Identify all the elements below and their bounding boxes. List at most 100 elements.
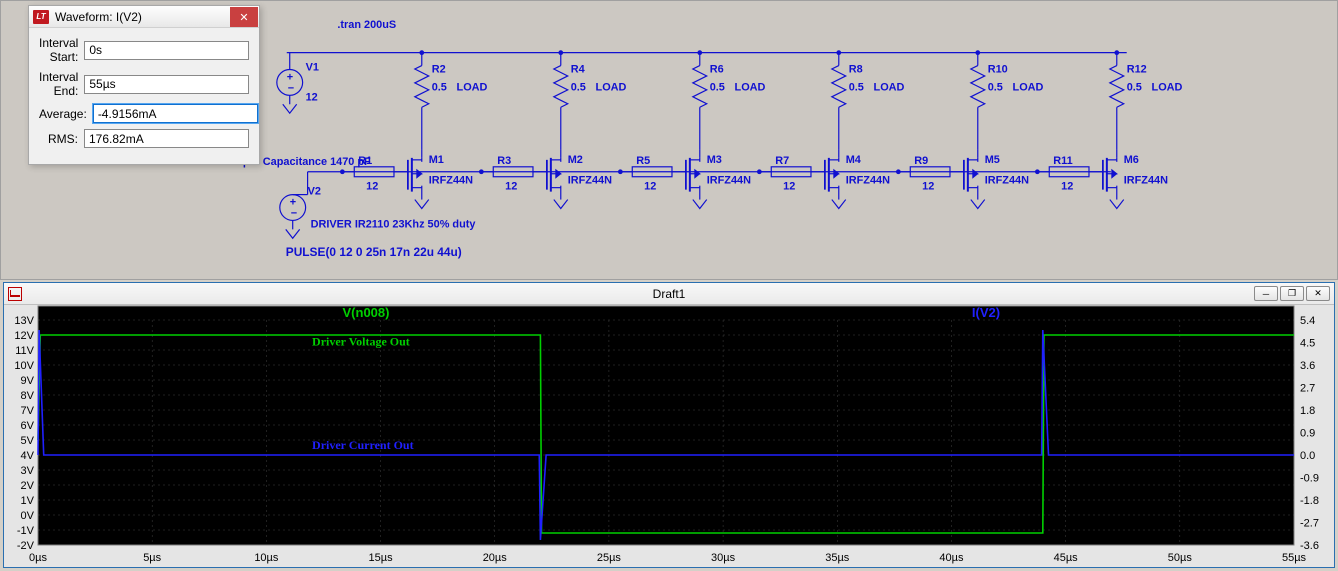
svg-text:LOAD: LOAD bbox=[735, 81, 766, 93]
svg-text:0.5: 0.5 bbox=[1127, 81, 1142, 93]
svg-text:M2: M2 bbox=[568, 154, 583, 166]
svg-text:12: 12 bbox=[366, 181, 378, 193]
close-button[interactable]: ✕ bbox=[1306, 286, 1330, 301]
svg-text:20µs: 20µs bbox=[483, 552, 508, 564]
svg-text:M4: M4 bbox=[846, 154, 861, 166]
svg-text:0V: 0V bbox=[21, 510, 35, 522]
svg-text:30µs: 30µs bbox=[711, 552, 736, 564]
svg-text:13V: 13V bbox=[14, 315, 34, 327]
svg-text:4V: 4V bbox=[21, 450, 35, 462]
svg-text:R8: R8 bbox=[849, 63, 863, 75]
svg-text:IRFZ44N: IRFZ44N bbox=[568, 175, 612, 187]
svg-text:5.4: 5.4 bbox=[1300, 315, 1315, 327]
svg-text:R5: R5 bbox=[636, 155, 650, 167]
svg-text:R11: R11 bbox=[1053, 155, 1072, 167]
dialog-input[interactable] bbox=[84, 41, 249, 60]
dialog-close-button[interactable]: ✕ bbox=[230, 7, 258, 27]
chart-svg[interactable]: 13V12V11V10V9V8V7V6V5V4V3V2V1V0V-1V-2V5.… bbox=[4, 305, 1334, 567]
svg-text:0.5: 0.5 bbox=[710, 81, 725, 93]
svg-text:1V: 1V bbox=[21, 495, 35, 507]
svg-text:25µs: 25µs bbox=[597, 552, 622, 564]
dialog-title: Waveform: I(V2) bbox=[55, 10, 142, 24]
svg-text:PULSE(0 12 0 25n 17n 22u 44u): PULSE(0 12 0 25n 17n 22u 44u) bbox=[286, 245, 462, 259]
svg-text:R3: R3 bbox=[497, 155, 511, 167]
svg-text:12: 12 bbox=[783, 181, 795, 193]
svg-text:3.6: 3.6 bbox=[1300, 360, 1315, 372]
svg-text:R10: R10 bbox=[988, 63, 1008, 75]
svg-text:2V: 2V bbox=[21, 480, 35, 492]
svg-text:IRFZ44N: IRFZ44N bbox=[707, 175, 751, 187]
lt-logo-icon: LT bbox=[33, 10, 49, 24]
svg-text:10µs: 10µs bbox=[254, 552, 279, 564]
svg-text:-3.6: -3.6 bbox=[1300, 540, 1319, 552]
plot-body: 13V12V11V10V9V8V7V6V5V4V3V2V1V0V-1V-2V5.… bbox=[4, 305, 1334, 567]
svg-text:R12: R12 bbox=[1127, 63, 1147, 75]
dialog-row: RMS: bbox=[39, 129, 249, 148]
dialog-label: Average: bbox=[39, 107, 93, 121]
close-icon: ✕ bbox=[239, 11, 248, 24]
svg-text:2.7: 2.7 bbox=[1300, 383, 1315, 395]
svg-text:M5: M5 bbox=[985, 154, 1000, 166]
plot-frame: Draft1 ─ ❐ ✕ 13V12V11V10V9V8V7V6V5V4V3V2… bbox=[3, 282, 1335, 568]
svg-text:R7: R7 bbox=[775, 155, 789, 167]
svg-text:0.0: 0.0 bbox=[1300, 450, 1315, 462]
svg-text:4.5: 4.5 bbox=[1300, 338, 1315, 350]
svg-text:LOAD: LOAD bbox=[1013, 81, 1044, 93]
svg-text:R9: R9 bbox=[914, 155, 928, 167]
svg-text:12: 12 bbox=[644, 181, 656, 193]
svg-text:12: 12 bbox=[922, 181, 934, 193]
minimize-button[interactable]: ─ bbox=[1254, 286, 1278, 301]
dialog-input[interactable] bbox=[84, 129, 249, 148]
dialog-row: Interval End: bbox=[39, 70, 249, 98]
svg-text:-1.8: -1.8 bbox=[1300, 495, 1319, 507]
svg-text:12: 12 bbox=[306, 91, 318, 103]
svg-text:LOAD: LOAD bbox=[457, 81, 488, 93]
svg-text:LOAD: LOAD bbox=[874, 81, 905, 93]
dialog-titlebar[interactable]: LT Waveform: I(V2) ✕ bbox=[29, 6, 259, 28]
svg-text:V2: V2 bbox=[308, 186, 321, 198]
maximize-button[interactable]: ❐ bbox=[1280, 286, 1304, 301]
dialog-label: Interval Start: bbox=[39, 36, 84, 64]
svg-text:Driver Current Out: Driver Current Out bbox=[312, 438, 414, 452]
svg-text:7V: 7V bbox=[21, 405, 35, 417]
svg-text:IRFZ44N: IRFZ44N bbox=[985, 175, 1029, 187]
svg-text:40µs: 40µs bbox=[939, 552, 964, 564]
svg-text:V(n008): V(n008) bbox=[343, 305, 390, 320]
dialog-input[interactable] bbox=[93, 104, 258, 123]
svg-text:M6: M6 bbox=[1124, 154, 1139, 166]
svg-text:R1: R1 bbox=[358, 155, 372, 167]
svg-text:45µs: 45µs bbox=[1054, 552, 1079, 564]
svg-text:0.5: 0.5 bbox=[432, 81, 447, 93]
svg-text:12: 12 bbox=[1061, 181, 1073, 193]
svg-text:−: − bbox=[291, 207, 297, 219]
svg-text:DRIVER IR2110 23Khz 50% duty: DRIVER IR2110 23Khz 50% duty bbox=[311, 218, 476, 230]
dialog-row: Average: bbox=[39, 104, 249, 123]
dialog-input[interactable] bbox=[84, 75, 249, 94]
svg-text:0.9: 0.9 bbox=[1300, 428, 1315, 440]
svg-text:12: 12 bbox=[505, 181, 517, 193]
svg-text:IRFZ44N: IRFZ44N bbox=[1124, 175, 1168, 187]
svg-text:50µs: 50µs bbox=[1168, 552, 1193, 564]
dialog-body: Interval Start: Interval End: Average: RMS: bbox=[29, 28, 259, 164]
svg-text:IRFZ44N: IRFZ44N bbox=[429, 175, 473, 187]
plot-titlebar[interactable]: Draft1 ─ ❐ ✕ bbox=[4, 283, 1334, 305]
svg-text:-0.9: -0.9 bbox=[1300, 473, 1319, 485]
svg-text:.tran 200uS: .tran 200uS bbox=[337, 19, 396, 31]
svg-text:0.5: 0.5 bbox=[571, 81, 586, 93]
svg-text:Driver Voltage Out: Driver Voltage Out bbox=[312, 335, 410, 349]
svg-text:9V: 9V bbox=[21, 375, 35, 387]
svg-text:0µs: 0µs bbox=[29, 552, 47, 564]
window-buttons: ─ ❐ ✕ bbox=[1254, 286, 1330, 301]
svg-text:M3: M3 bbox=[707, 154, 722, 166]
svg-text:LOAD: LOAD bbox=[1152, 81, 1183, 93]
svg-text:1.8: 1.8 bbox=[1300, 405, 1315, 417]
svg-text:V1: V1 bbox=[306, 62, 319, 74]
plot-title: Draft1 bbox=[653, 287, 686, 301]
svg-text:IRFZ44N: IRFZ44N bbox=[846, 175, 890, 187]
svg-text:I(V2): I(V2) bbox=[972, 305, 1000, 320]
svg-text:LOAD: LOAD bbox=[596, 81, 627, 93]
svg-text:10V: 10V bbox=[14, 360, 34, 372]
svg-text:0.5: 0.5 bbox=[849, 81, 864, 93]
svg-text:−: − bbox=[288, 82, 294, 94]
svg-text:-2.7: -2.7 bbox=[1300, 518, 1319, 530]
